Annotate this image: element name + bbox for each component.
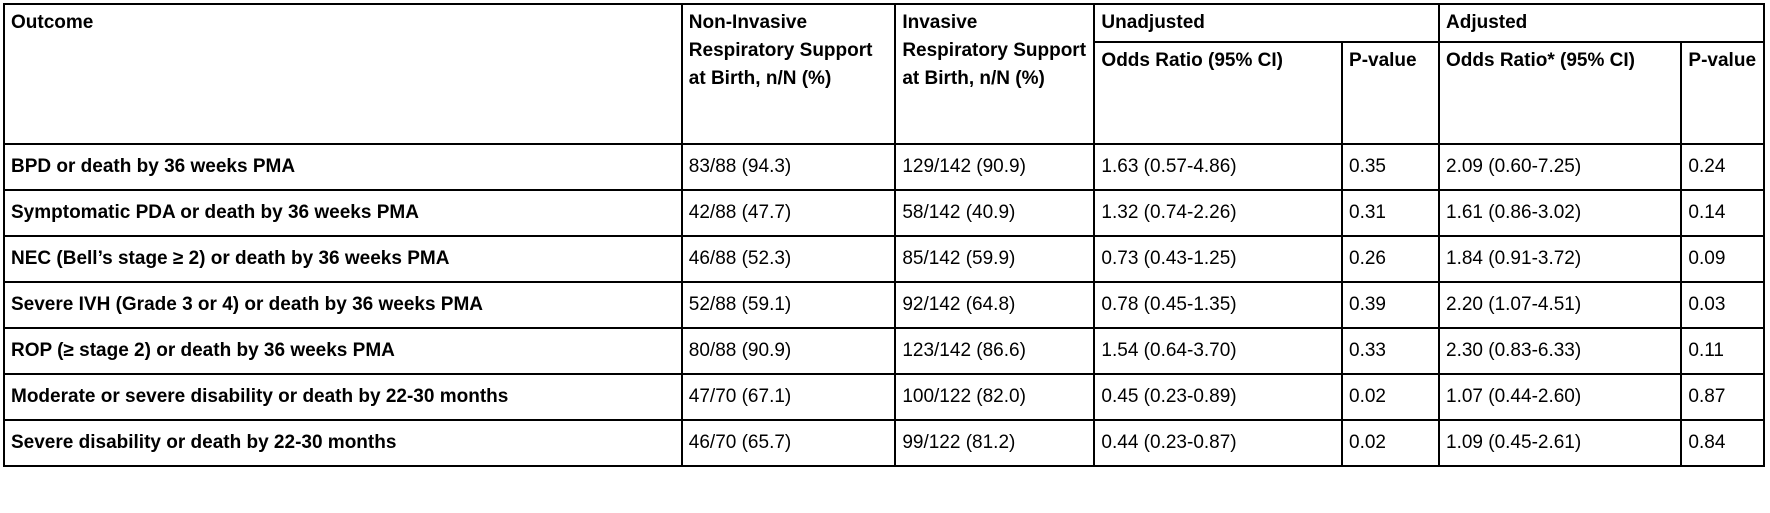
cell-unadj-p-value: 0.02 [1341,373,1440,421]
table-row: BPD or death by 36 weeks PMA 83/88 (94.3)… [3,143,1765,191]
cell-adj-odds-ratio: 2.09 (0.60-7.25) [1437,143,1683,191]
cell-adj-odds-ratio: 2.30 (0.83-6.33) [1437,327,1683,375]
table-row: Severe disability or death by 22-30 mont… [3,419,1765,467]
table-row: ROP (≥ stage 2) or death by 36 weeks PMA… [3,327,1765,375]
cell-adj-p-value: 0.09 [1680,235,1765,283]
header-adj-odds-ratio: Odds Ratio* (95% CI) [1437,41,1683,145]
cell-invasive: 100/122 (82.0) [894,373,1096,421]
table-row: NEC (Bell’s stage ≥ 2) or death by 36 we… [3,235,1765,283]
cell-outcome: Severe disability or death by 22-30 mont… [3,419,683,467]
cell-adj-p-value: 0.03 [1680,281,1765,329]
cell-outcome: Symptomatic PDA or death by 36 weeks PMA [3,189,683,237]
table-row: Symptomatic PDA or death by 36 weeks PMA… [3,189,1765,237]
cell-non-invasive: 52/88 (59.1) [680,281,897,329]
header-unadj-odds-ratio: Odds Ratio (95% CI) [1093,41,1344,145]
cell-outcome: Moderate or severe disability or death b… [3,373,683,421]
header-invasive: Invasive Respiratory Support at Birth, n… [894,3,1096,145]
cell-invasive: 99/122 (81.2) [894,419,1096,467]
table-row: Severe IVH (Grade 3 or 4) or death by 36… [3,281,1765,329]
cell-adj-p-value: 0.87 [1680,373,1765,421]
cell-non-invasive: 42/88 (47.7) [680,189,897,237]
cell-outcome: Severe IVH (Grade 3 or 4) or death by 36… [3,281,683,329]
cell-unadj-odds-ratio: 0.73 (0.43-1.25) [1093,235,1344,283]
table-body: Outcome Non-Invasive Respiratory Support… [3,3,1765,467]
cell-unadj-odds-ratio: 0.45 (0.23-0.89) [1093,373,1344,421]
header-adjusted: Adjusted [1438,3,1765,43]
cell-non-invasive: 80/88 (90.9) [680,327,897,375]
cell-adj-p-value: 0.14 [1680,189,1765,237]
cell-unadj-p-value: 0.39 [1341,281,1440,329]
cell-adj-odds-ratio: 2.20 (1.07-4.51) [1437,281,1683,329]
cell-unadj-odds-ratio: 0.44 (0.23-0.87) [1093,419,1344,467]
cell-invasive: 85/142 (59.9) [894,235,1096,283]
cell-unadj-p-value: 0.02 [1341,419,1440,467]
cell-adj-odds-ratio: 1.84 (0.91-3.72) [1437,235,1683,283]
cell-unadj-p-value: 0.31 [1341,189,1440,237]
outcomes-table: Outcome Non-Invasive Respiratory Support… [3,3,1765,467]
header-non-invasive: Non-Invasive Respiratory Support at Birt… [680,3,897,145]
header-unadjusted: Unadjusted [1093,3,1440,43]
cell-unadj-p-value: 0.26 [1341,235,1440,283]
cell-adj-p-value: 0.84 [1680,419,1765,467]
cell-unadj-odds-ratio: 0.78 (0.45-1.35) [1093,281,1344,329]
cell-non-invasive: 47/70 (67.1) [680,373,897,421]
cell-outcome: BPD or death by 36 weeks PMA [3,143,683,191]
header-row-2: Odds Ratio (95% CI) P-value Odds Ratio* … [4,41,1765,145]
header-adj-p-value: P-value [1680,41,1765,145]
cell-adj-p-value: 0.24 [1680,143,1765,191]
table-row: Moderate or severe disability or death b… [3,373,1765,421]
cell-invasive: 123/142 (86.6) [894,327,1096,375]
cell-invasive: 58/142 (40.9) [894,189,1096,237]
cell-unadj-odds-ratio: 1.54 (0.64-3.70) [1093,327,1344,375]
header-row-1: Outcome Non-Invasive Respiratory Support… [3,3,1765,145]
cell-outcome: NEC (Bell’s stage ≥ 2) or death by 36 we… [3,235,683,283]
cell-unadj-odds-ratio: 1.32 (0.74-2.26) [1093,189,1344,237]
cell-invasive: 129/142 (90.9) [894,143,1096,191]
cell-unadj-odds-ratio: 1.63 (0.57-4.86) [1093,143,1344,191]
cell-invasive: 92/142 (64.8) [894,281,1096,329]
header-outcome: Outcome [3,3,683,145]
cell-adj-odds-ratio: 1.07 (0.44-2.60) [1437,373,1683,421]
cell-outcome: ROP (≥ stage 2) or death by 36 weeks PMA [3,327,683,375]
cell-unadj-p-value: 0.33 [1341,327,1440,375]
cell-adj-odds-ratio: 1.61 (0.86-3.02) [1437,189,1683,237]
cell-adj-p-value: 0.11 [1680,327,1765,375]
cell-unadj-p-value: 0.35 [1341,143,1440,191]
header-unadj-p-value: P-value [1341,41,1440,145]
cell-non-invasive: 46/70 (65.7) [680,419,897,467]
cell-non-invasive: 83/88 (94.3) [680,143,897,191]
cell-non-invasive: 46/88 (52.3) [680,235,897,283]
cell-adj-odds-ratio: 1.09 (0.45-2.61) [1437,419,1683,467]
